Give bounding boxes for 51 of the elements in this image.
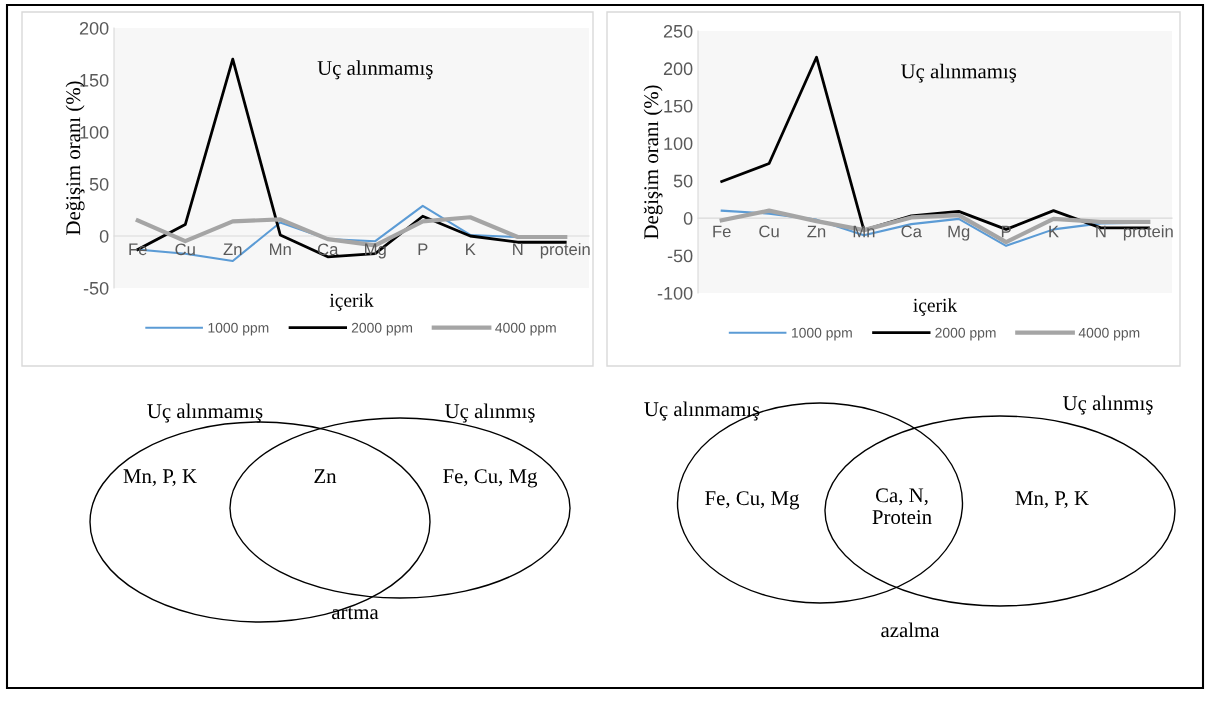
legend-label: 2000 ppm (351, 322, 413, 336)
x-tick-label: Ca (317, 243, 339, 256)
y-tick-label: 0 (683, 212, 693, 225)
x-tick-label: N (1096, 225, 1106, 238)
y-tick-label: 50 (673, 174, 693, 188)
text: Fe, Cu, Mg (443, 469, 538, 488)
x-axis-title: içerik (329, 293, 374, 311)
x-tick-label: Mn (270, 243, 291, 256)
legend-label: 2000 ppm (935, 327, 996, 341)
annotation: Uç alınmamış (900, 63, 1017, 83)
x-tick-label: K (466, 243, 476, 256)
y-tick-label: 0 (99, 229, 109, 243)
annotation: Uç alınmamış (317, 60, 433, 80)
text: Uç alınmamış (147, 403, 263, 423)
x-tick-label: Zn (223, 243, 242, 256)
text: azalma (881, 622, 940, 638)
legend-label: 4000 ppm (495, 322, 556, 336)
y-axis-title: Değişim oranı (%) (643, 85, 663, 239)
legend-label: 4000 ppm (1078, 327, 1140, 341)
x-tick-label: N (513, 243, 523, 256)
y-tick-label: 200 (79, 21, 109, 35)
x-tick-label: Ca (901, 225, 922, 238)
text: Uç alınmış (445, 403, 535, 423)
text: Ca, N, Protein (872, 488, 932, 525)
text: Zn (314, 469, 337, 484)
text: Mn, P, K (1015, 491, 1089, 509)
x-tick-label: P (418, 243, 428, 256)
legend-label: 1000 ppm (208, 322, 269, 336)
y-tick-label: 100 (80, 125, 109, 139)
y-tick-label: -100 (657, 286, 693, 300)
legend-label: 1000 ppm (792, 327, 852, 341)
x-tick-label: Zn (807, 225, 826, 238)
y-tick-label: 150 (664, 99, 693, 113)
text: Fe, Cu, Mg (705, 491, 800, 510)
text: Uç alınmış (1063, 395, 1153, 415)
y-tick-label: -50 (83, 281, 109, 295)
text: Mn, P, K (123, 469, 197, 487)
x-tick-label: Fe (713, 225, 731, 238)
x-tick-label: Cu (175, 243, 195, 256)
text: Uç alınmamış (644, 401, 760, 421)
y-tick-label: 200 (663, 62, 693, 76)
x-tick-label: protein (540, 242, 590, 259)
x-tick-label: Mg (948, 225, 970, 241)
text: artma (332, 607, 379, 620)
y-tick-label: 50 (89, 177, 109, 191)
x-tick-label: protein (1123, 225, 1173, 241)
y-tick-label: 100 (664, 137, 693, 151)
y-tick-label: -50 (667, 249, 693, 263)
x-tick-label: Cu (759, 225, 779, 238)
x-axis-title: içerik (913, 298, 958, 316)
y-tick-label: 250 (663, 24, 693, 38)
